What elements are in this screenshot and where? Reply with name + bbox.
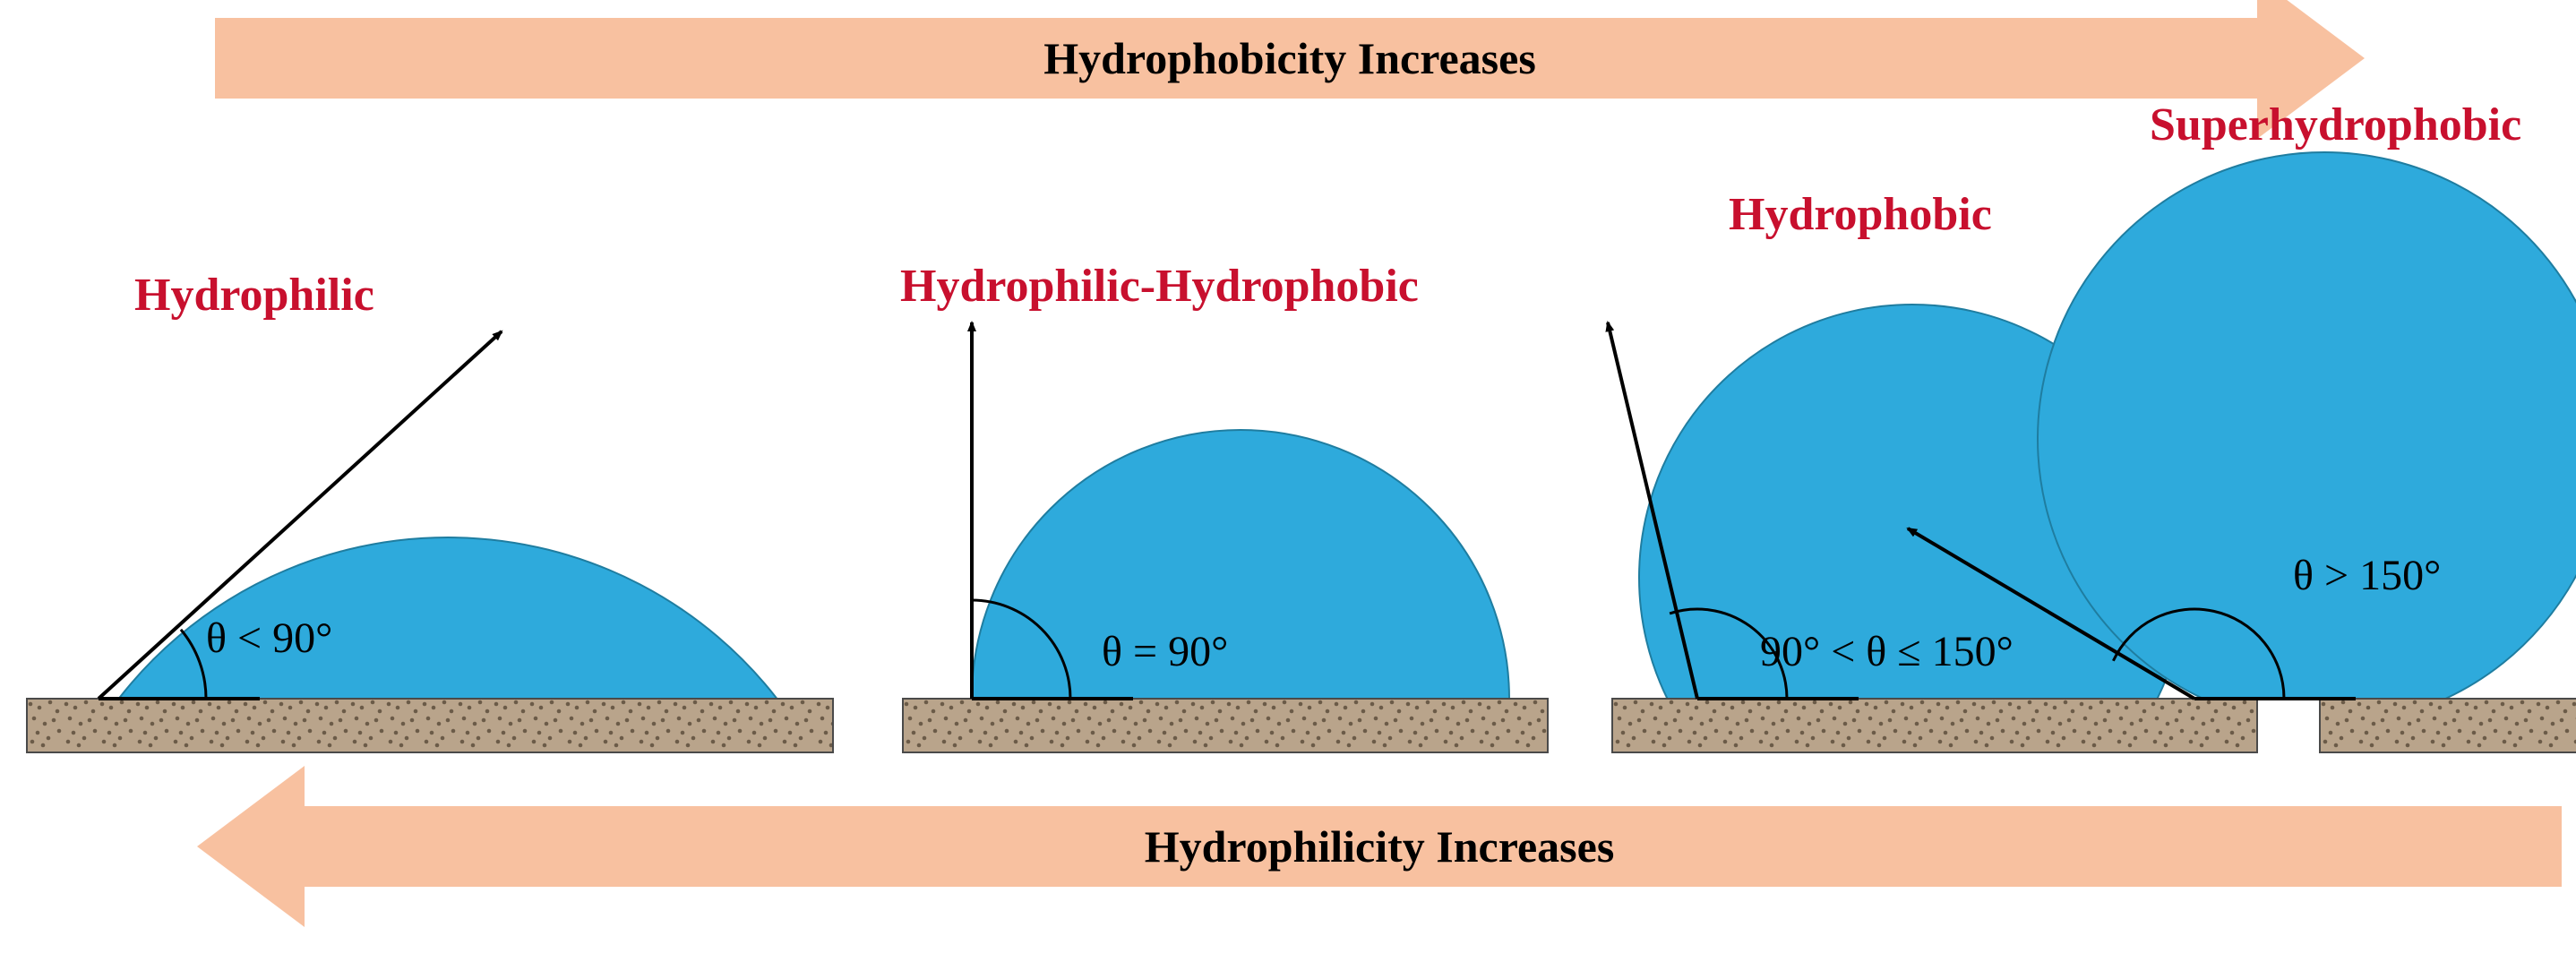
angle-label-hydrophilic: θ < 90° (206, 614, 332, 663)
droplet-superhydrophobic (2038, 152, 2576, 699)
diagram-canvas: Hydrophobicity Increases Hydrophilicθ < … (0, 0, 2576, 962)
label-superhydrophobic: Superhydrophobic (2150, 99, 2521, 151)
bottom-arrow-label: Hydrophilicity Increases (197, 806, 2562, 887)
bottom-arrow: Hydrophilicity Increases (197, 766, 2562, 927)
angle-label-hydrophilic_hydrophobic: θ = 90° (1102, 627, 1228, 676)
surface-hydrophobic (1612, 699, 2257, 752)
surface-hydrophilic_hydrophobic (903, 699, 1548, 752)
angle-label-superhydrophobic: θ > 150° (2293, 551, 2441, 600)
surface-superhydrophobic (2320, 699, 2576, 752)
label-hydrophilic: Hydrophilic (134, 269, 374, 322)
label-hydrophobic: Hydrophobic (1729, 188, 1992, 241)
angle-label-hydrophobic: 90° < θ ≤ 150° (1760, 627, 2014, 676)
surface-hydrophilic (27, 699, 833, 752)
droplet-hydrophilic_hydrophobic (972, 430, 1509, 699)
label-hydrophilic_hydrophobic: Hydrophilic-Hydrophobic (900, 260, 1419, 313)
